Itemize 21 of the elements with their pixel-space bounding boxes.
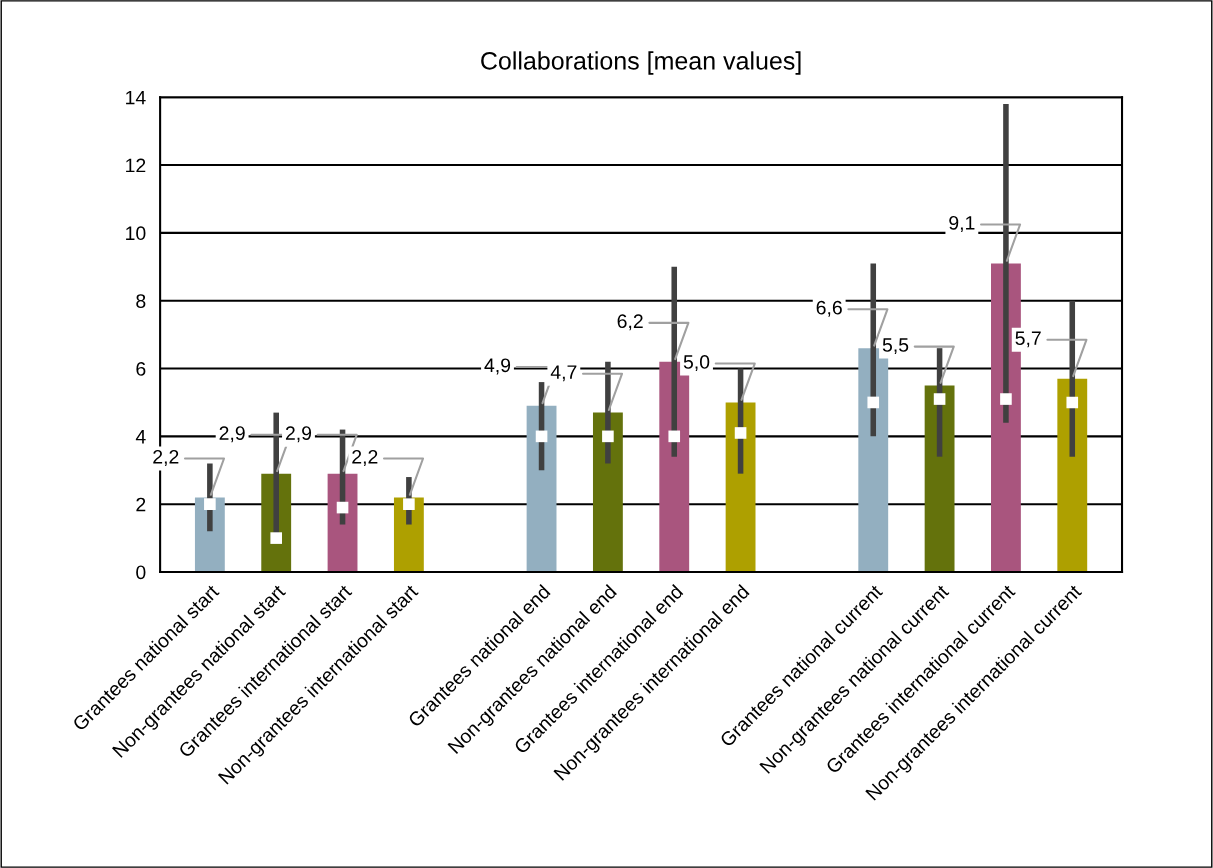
y-tick-label: 10 <box>126 226 146 241</box>
data-label: 4,9 <box>484 358 511 375</box>
data-label: 2,2 <box>352 449 378 467</box>
data-label: 2,2 <box>153 449 179 467</box>
data-label: 5,0 <box>683 355 710 372</box>
y-tick-label: 14 <box>126 90 146 105</box>
y-tick-label: 8 <box>136 294 146 308</box>
data-label: 5,5 <box>882 338 909 355</box>
data-label: 2,9 <box>219 426 245 443</box>
chart-title: Collaborations [mean values] <box>481 51 801 75</box>
data-label: 6,2 <box>617 314 643 331</box>
y-tick-label: 0 <box>136 565 146 580</box>
y-tick-label: 2 <box>136 497 146 512</box>
data-label: 2,9 <box>285 426 312 443</box>
y-tick-label: 4 <box>135 430 146 444</box>
y-tick-label: 6 <box>136 362 146 376</box>
data-label: 4,7 <box>550 365 577 382</box>
data-label: 9,1 <box>949 215 975 233</box>
y-tick-label: 12 <box>126 158 146 173</box>
data-label: 5,7 <box>1015 331 1041 348</box>
data-label: 6,6 <box>816 300 842 317</box>
